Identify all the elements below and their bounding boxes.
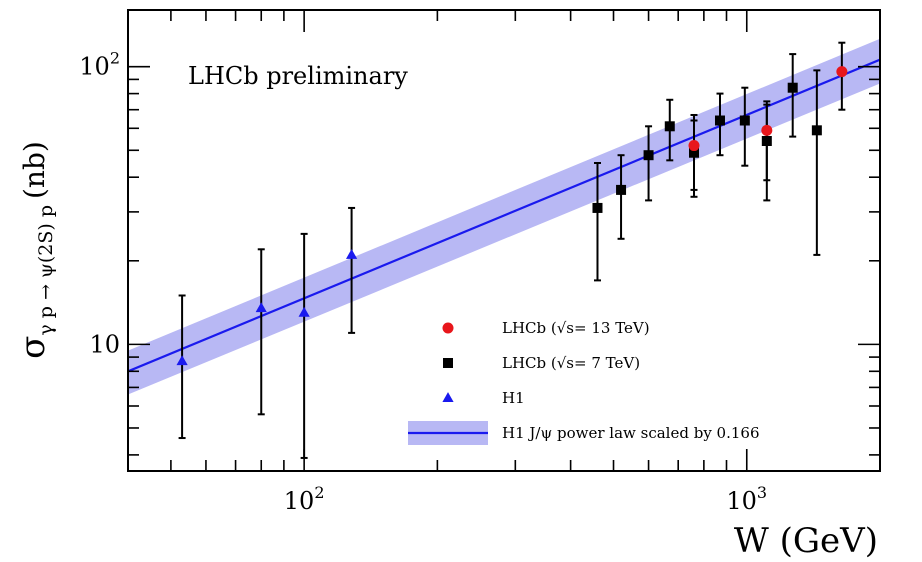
square-marker xyxy=(811,125,822,136)
square-marker xyxy=(643,150,654,161)
x-tick-label: 103 xyxy=(726,483,767,515)
x-tick-label-exponent: 3 xyxy=(757,483,767,502)
y-axis-unit: (nb) xyxy=(18,141,51,199)
square-marker xyxy=(714,115,725,126)
square-data-point xyxy=(592,161,603,282)
x-tick-label-exponent: 2 xyxy=(314,483,324,502)
legend-triangle-marker xyxy=(442,392,454,402)
plot-frame xyxy=(127,9,881,472)
x-axis-title: W (GeV) xyxy=(734,521,878,561)
circle-marker xyxy=(688,140,700,152)
y-axis-title: σγ p → ψ(2S) p (nb) xyxy=(13,141,57,359)
triangle-marker xyxy=(298,306,310,317)
y-tick-label-base: 10 xyxy=(79,53,110,81)
square-data-point xyxy=(714,92,725,157)
x-tick-label-base: 10 xyxy=(726,487,757,515)
triangle-marker xyxy=(255,302,267,313)
square-data-point xyxy=(811,69,822,256)
square-data-point xyxy=(739,86,750,167)
legend-item: LHCb (√s= 13 TeV) xyxy=(442,319,650,337)
square-marker xyxy=(739,115,750,126)
square-data-point xyxy=(787,53,798,138)
triangle-data-point xyxy=(298,232,310,459)
y-tick-label-base: 10 xyxy=(89,330,120,358)
square-data-point xyxy=(616,154,627,240)
circle-marker xyxy=(836,66,848,78)
triangle-data-point xyxy=(255,248,267,416)
circle-data-point xyxy=(836,41,848,111)
legend-label: H1 xyxy=(502,389,525,407)
x-tick-label: 102 xyxy=(284,483,325,515)
legend: LHCb (√s= 13 TeV) LHCb (√s= 7 TeV) H1 H1 J/… xyxy=(408,319,760,445)
fit-line xyxy=(128,58,880,373)
square-marker xyxy=(664,121,675,132)
square-data-point xyxy=(643,125,654,202)
legend-label: H1 J/ψ power law scaled by 0.166 xyxy=(502,424,760,442)
triangle-marker xyxy=(345,249,358,259)
y-tick-label-exponent: 2 xyxy=(110,49,120,68)
legend-item: LHCb (√s= 7 TeV) xyxy=(443,354,640,372)
triangle-data-point xyxy=(176,294,188,440)
triangle-data-point xyxy=(345,206,358,334)
legend-label: LHCb (√s= 7 TeV) xyxy=(502,354,640,372)
triangle-marker xyxy=(176,355,188,366)
square-marker xyxy=(616,184,627,195)
legend-item: H1 J/ψ power law scaled by 0.166 xyxy=(408,421,760,445)
circle-data-point xyxy=(761,100,773,182)
y-axis-subscript: γ p → ψ(2S) p xyxy=(35,205,57,336)
circle-data-point xyxy=(688,113,700,191)
annotation-label: LHCb preliminary xyxy=(188,62,408,90)
legend-item: H1 xyxy=(442,389,525,407)
legend-square-marker xyxy=(443,358,453,368)
x-tick-label-base: 10 xyxy=(284,487,315,515)
circle-marker xyxy=(761,124,773,136)
y-tick-label: 10 xyxy=(89,330,120,358)
square-data-point xyxy=(664,98,675,162)
square-marker xyxy=(592,202,603,213)
y-tick-label: 102 xyxy=(79,49,120,81)
legend-circle-marker xyxy=(442,322,454,334)
svg-text:σγ p → ψ(2S) p(nb): σγ p → ψ(2S) p (nb) xyxy=(13,141,57,359)
y-axis-symbol: σ xyxy=(13,336,53,359)
legend-label: LHCb (√s= 13 TeV) xyxy=(502,319,650,337)
square-marker xyxy=(787,82,798,93)
